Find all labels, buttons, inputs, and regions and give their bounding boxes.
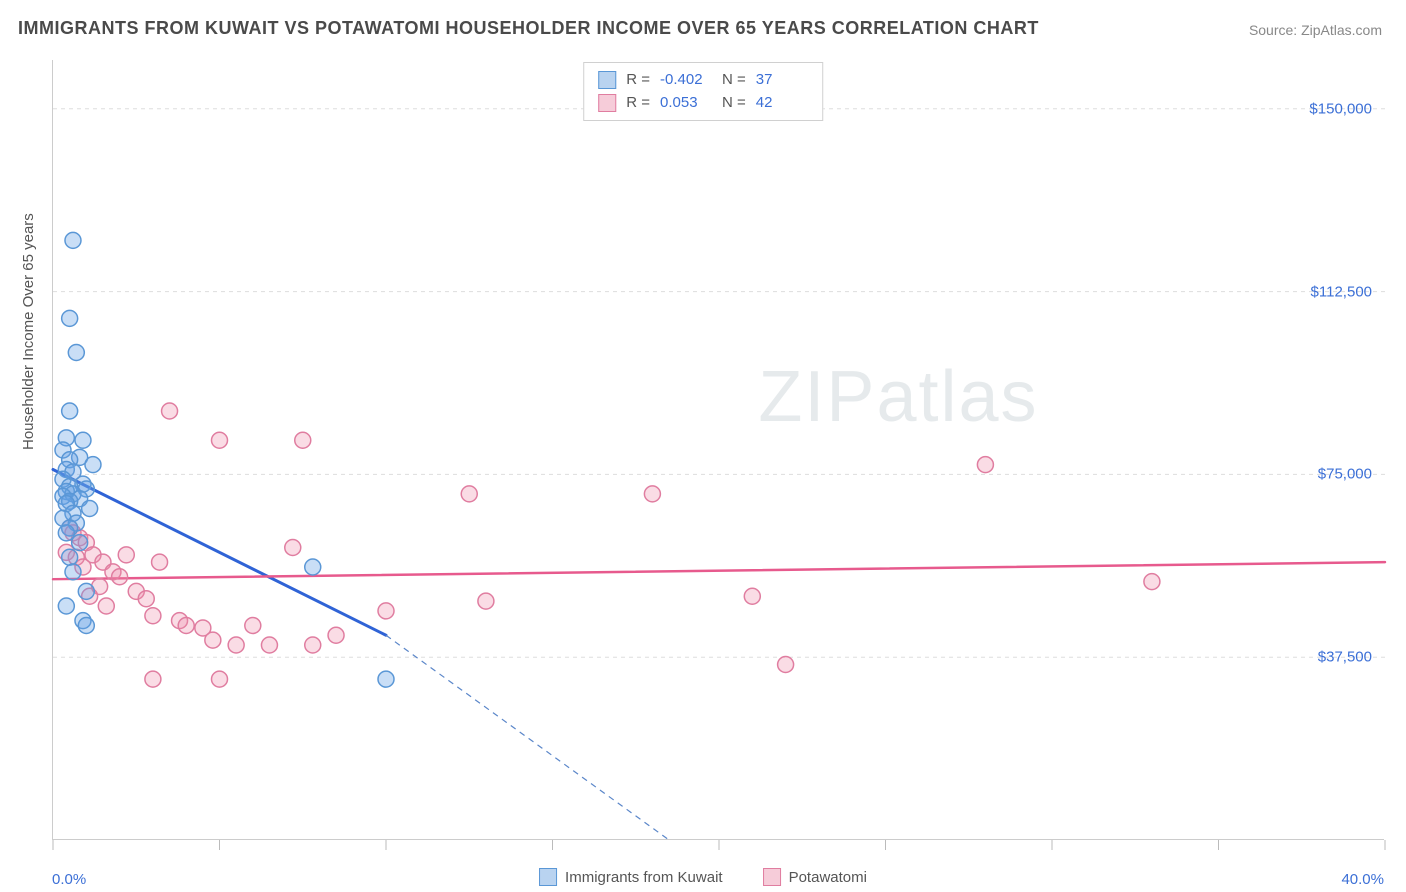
stats-row-1: R = 0.053 N = 42 (598, 92, 808, 115)
legend-swatch-0 (539, 868, 557, 886)
stats-r-label-1: R = (626, 92, 650, 115)
stats-n-value-1: 42 (756, 92, 808, 115)
x-axis-min-label: 0.0% (52, 871, 86, 888)
x-axis-max-label: 40.0% (1341, 871, 1384, 888)
legend-swatch-1 (763, 868, 781, 886)
chart-svg (53, 60, 1384, 839)
legend-label-0: Immigrants from Kuwait (565, 869, 723, 886)
y-tick-label: $150,000 (1309, 100, 1372, 117)
swatch-series-0 (598, 71, 616, 89)
y-tick-label: $37,500 (1318, 649, 1372, 666)
y-axis-label: Householder Income Over 65 years (20, 213, 37, 450)
stats-r-value-0: -0.402 (660, 69, 712, 92)
stats-r-value-1: 0.053 (660, 92, 712, 115)
legend-label-1: Potawatomi (789, 869, 867, 886)
y-tick-label: $75,000 (1318, 466, 1372, 483)
chart-title: IMMIGRANTS FROM KUWAIT VS POTAWATOMI HOU… (18, 18, 1039, 39)
stats-n-label-1: N = (722, 92, 746, 115)
source-attribution: Source: ZipAtlas.com (1249, 22, 1382, 38)
y-tick-label: $112,500 (1311, 283, 1372, 300)
stats-row-0: R = -0.402 N = 37 (598, 69, 808, 92)
legend-bottom: Immigrants from Kuwait Potawatomi (539, 868, 867, 886)
stats-n-value-0: 37 (756, 69, 808, 92)
legend-item-0: Immigrants from Kuwait (539, 868, 723, 886)
swatch-series-1 (598, 94, 616, 112)
stats-n-label-0: N = (722, 69, 746, 92)
plot-area: ZIPatlas $37,500$75,000$112,500$150,000 (52, 60, 1384, 840)
legend-item-1: Potawatomi (763, 868, 867, 886)
stats-legend-box: R = -0.402 N = 37 R = 0.053 N = 42 (583, 62, 823, 121)
stats-r-label-0: R = (626, 69, 650, 92)
